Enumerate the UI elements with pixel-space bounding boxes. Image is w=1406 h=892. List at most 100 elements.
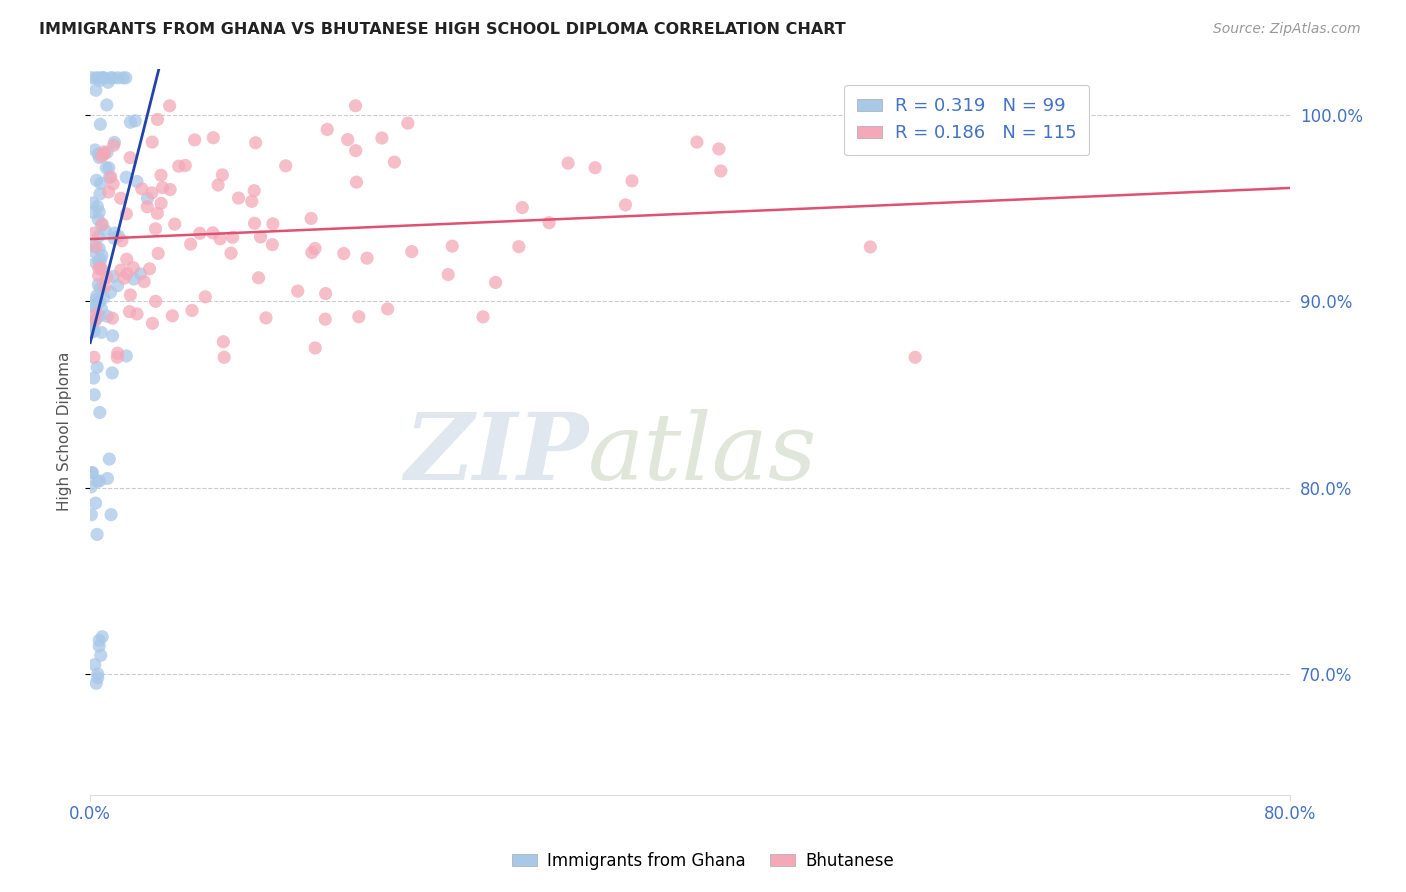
Point	[97, 185, 120, 199]
Point	[316, 122, 339, 136]
Point	[219, 246, 242, 260]
Point	[82, 238, 104, 252]
Point	[209, 232, 232, 246]
Point	[98, 170, 121, 185]
Point	[80, 318, 103, 333]
Point	[100, 285, 122, 300]
Point	[100, 508, 122, 522]
Point	[304, 341, 326, 355]
Point	[100, 169, 122, 184]
Point	[207, 178, 229, 192]
Point	[384, 155, 406, 169]
Point	[101, 177, 124, 191]
Point	[89, 281, 111, 295]
Point	[84, 496, 107, 510]
Point	[91, 149, 114, 163]
Point	[90, 252, 112, 267]
Point	[107, 229, 129, 244]
Point	[212, 334, 235, 349]
Point	[89, 294, 111, 309]
Point	[89, 117, 111, 131]
Point	[472, 310, 495, 324]
Point	[101, 328, 124, 343]
Point	[202, 130, 225, 145]
Point	[87, 261, 110, 276]
Point	[89, 73, 111, 87]
Point	[84, 143, 107, 157]
Point	[103, 136, 125, 150]
Point	[96, 471, 118, 485]
Point	[508, 240, 530, 254]
Point	[141, 317, 163, 331]
Point	[122, 260, 145, 275]
Point	[115, 349, 138, 363]
Point	[141, 186, 163, 200]
Point	[91, 217, 114, 231]
Point	[101, 70, 124, 85]
Point	[87, 254, 110, 268]
Point	[80, 480, 103, 494]
Point	[89, 639, 111, 653]
Point	[90, 260, 112, 275]
Point	[107, 346, 129, 360]
Text: ZIP: ZIP	[404, 409, 588, 499]
Point	[441, 239, 464, 253]
Point	[120, 288, 142, 302]
Point	[247, 270, 270, 285]
Point	[90, 326, 112, 340]
Point	[136, 191, 159, 205]
Point	[82, 244, 104, 258]
Point	[115, 207, 138, 221]
Point	[105, 351, 128, 365]
Point	[150, 168, 173, 182]
Point	[333, 246, 356, 260]
Point	[93, 145, 115, 159]
Point	[159, 99, 181, 113]
Point	[96, 310, 118, 324]
Point	[707, 142, 730, 156]
Point	[86, 527, 108, 541]
Point	[96, 145, 118, 160]
Point	[315, 286, 337, 301]
Point	[262, 217, 284, 231]
Point	[150, 196, 173, 211]
Point	[314, 312, 336, 326]
Point	[510, 201, 533, 215]
Point	[82, 317, 104, 331]
Point	[181, 303, 204, 318]
Point	[162, 309, 184, 323]
Point	[90, 177, 112, 191]
Point	[287, 284, 309, 298]
Point	[188, 227, 211, 241]
Point	[83, 205, 105, 219]
Point	[83, 388, 105, 402]
Text: atlas: atlas	[588, 409, 818, 499]
Point	[89, 474, 111, 488]
Point	[90, 248, 112, 262]
Point	[201, 226, 224, 240]
Point	[89, 186, 111, 201]
Point	[84, 301, 107, 316]
Point	[82, 466, 104, 480]
Point	[118, 304, 141, 318]
Point	[97, 161, 120, 175]
Point	[89, 309, 111, 323]
Point	[107, 278, 129, 293]
Point	[80, 326, 103, 340]
Point	[89, 151, 111, 165]
Point	[93, 291, 115, 305]
Point	[212, 351, 235, 365]
Point	[87, 667, 110, 681]
Point	[84, 239, 107, 253]
Point	[120, 115, 142, 129]
Point	[86, 307, 108, 321]
Point	[86, 360, 108, 375]
Point	[152, 180, 174, 194]
Point	[114, 70, 136, 85]
Point	[101, 366, 124, 380]
Point	[904, 351, 927, 365]
Point	[146, 246, 169, 260]
Point	[84, 676, 107, 690]
Point	[86, 289, 108, 303]
Point	[484, 276, 506, 290]
